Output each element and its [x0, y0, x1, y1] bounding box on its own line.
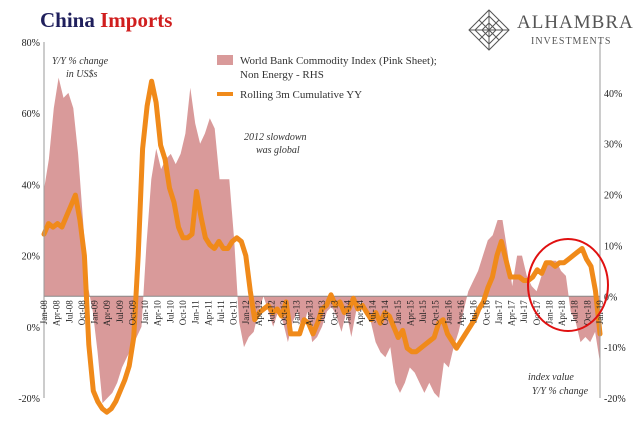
x-tick-label: Oct-12	[279, 300, 289, 325]
legend-label-area-2: Non Energy - RHS	[240, 69, 324, 81]
legend: World Bank Commodity Index (Pink Sheet);…	[217, 55, 437, 101]
bottom-note-1: index value	[528, 372, 574, 383]
x-tick-label: Oct-08	[77, 300, 87, 325]
x-tick-label: Apr-08	[52, 300, 62, 326]
x-tick-label: Jan-09	[90, 300, 100, 324]
x-tick-label: Apr-09	[102, 300, 112, 326]
x-tick-label: Oct-16	[481, 300, 491, 325]
brand-name: ALHAMBRA	[517, 12, 634, 33]
x-tick-label: Jul-09	[115, 300, 125, 323]
left-axis-note-2: in US$s	[66, 69, 98, 80]
x-tick-label: Apr-10	[153, 300, 163, 326]
x-tick-label: Jul-10	[165, 300, 175, 323]
x-tick-label: Apr-18	[557, 300, 567, 326]
axis-layer: -20% 0% 20% 40% 60% 80% -20% -10% 0% 10% 20% 30% 40%…	[18, 38, 625, 405]
x-tick-label: Jul-18	[570, 300, 580, 323]
x-tick-label: Jul-12	[266, 300, 276, 323]
line-layer	[41, 78, 603, 415]
x-tick-label: Jan-12	[241, 300, 251, 324]
legend-label-area-1: World Bank Commodity Index (Pink Sheet);	[240, 55, 437, 67]
right-tick-label: 30%	[604, 140, 622, 151]
x-tick-label: Oct-15	[431, 300, 441, 325]
right-tick-label: -20%	[604, 394, 626, 405]
brand-logo: ALHAMBRA INVESTMENTS	[467, 8, 637, 52]
left-tick-label: 60%	[22, 109, 40, 120]
x-tick-label: Oct-13	[330, 300, 340, 325]
x-tick-label: Jul-15	[418, 300, 428, 323]
x-tick-label: Apr-15	[405, 300, 415, 326]
x-tick-label: Jul-13	[317, 300, 327, 323]
x-tick-label: Jul-08	[64, 300, 74, 323]
x-tick-label: Apr-12	[254, 300, 264, 326]
x-tick-label: Oct-10	[178, 300, 188, 325]
left-tick-label: -20%	[18, 394, 40, 405]
x-tick-label: Jan-08	[39, 300, 49, 324]
x-tick-label: Jul-17	[519, 300, 529, 323]
left-tick-label: 0%	[27, 323, 40, 334]
alhambra-diamond-icon	[468, 9, 510, 51]
x-tick-label: Oct-09	[127, 300, 137, 325]
x-tick-label: Apr-17	[507, 300, 517, 326]
x-tick-label: Oct-11	[229, 300, 239, 325]
x-tick-label: Oct-14	[380, 300, 390, 325]
right-tick-label: 20%	[604, 191, 622, 202]
legend-label-line: Rolling 3m Cumulative YY	[240, 89, 362, 101]
x-tick-label: Jan-15	[393, 300, 403, 324]
x-tick-label: Jan-14	[342, 300, 352, 324]
highlight-circle	[527, 238, 609, 332]
x-tick-label: Jan-18	[544, 300, 554, 324]
annotation-2: was global	[256, 145, 300, 156]
x-tick-label: Jan-13	[292, 300, 302, 324]
x-tick-label: Jan-11	[191, 300, 201, 324]
brand-subtitle: INVESTMENTS	[531, 36, 612, 47]
line-series-rolling-3m	[41, 78, 603, 415]
x-tick-label: Jul-14	[368, 300, 378, 323]
area-layer	[44, 77, 600, 404]
x-tick-label: Apr-16	[456, 300, 466, 326]
x-tick-label: Jan-17	[494, 300, 504, 324]
x-tick-label: Jul-16	[469, 300, 479, 323]
page-title: China Imports	[40, 8, 172, 33]
x-tick-label: Jan-16	[443, 300, 453, 324]
title-part-2: Imports	[100, 8, 173, 32]
right-tick-label: 10%	[604, 241, 622, 252]
x-tick-label: Jul-11	[216, 300, 226, 322]
left-tick-label: 40%	[22, 180, 40, 191]
left-axis-note-1: Y/Y % change	[52, 56, 109, 67]
right-tick-label: -10%	[604, 343, 626, 354]
right-tick-label: 0%	[604, 292, 617, 303]
x-tick-label: Apr-11	[203, 300, 213, 325]
x-tick-label: Oct-18	[582, 300, 592, 325]
x-tick-label: Apr-13	[304, 300, 314, 326]
bottom-note-2: Y/Y % change	[532, 386, 589, 397]
x-tick-label: Apr-14	[355, 300, 365, 326]
legend-swatch-area	[217, 55, 233, 65]
left-tick-label: 20%	[22, 252, 40, 263]
annotation-1: 2012 slowdown	[244, 132, 307, 143]
title-part-1: China	[40, 8, 95, 32]
area-series-commodity-index	[44, 77, 600, 404]
left-tick-label: 80%	[22, 38, 40, 49]
right-tick-label: 40%	[604, 89, 622, 100]
x-tick-label: Jan-10	[140, 300, 150, 324]
